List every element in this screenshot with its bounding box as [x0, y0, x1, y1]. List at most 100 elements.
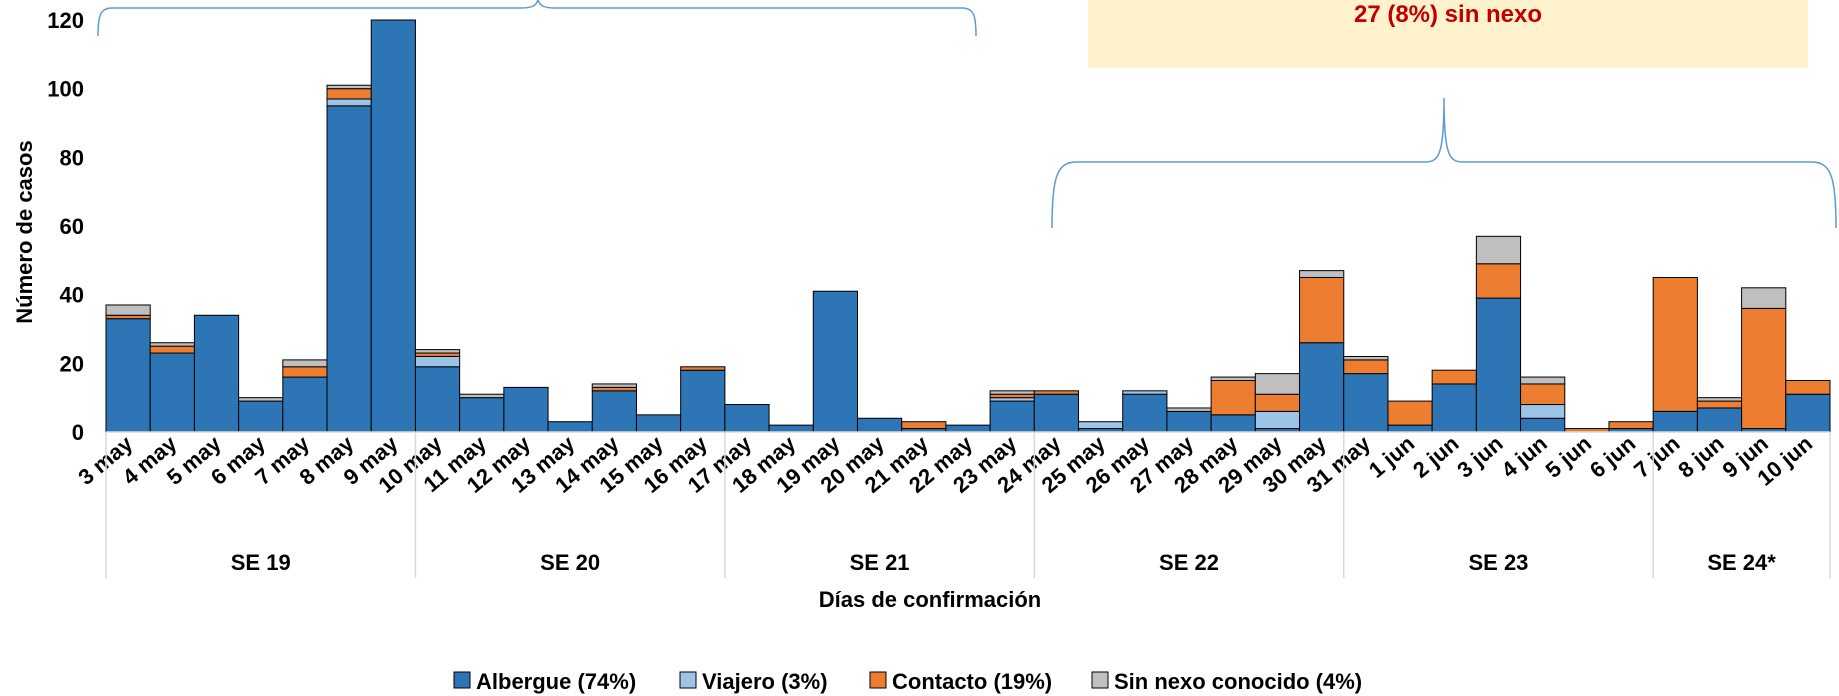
bar-segment	[326, 105, 372, 433]
bar-segment	[326, 88, 372, 100]
bar-segment	[1210, 380, 1256, 416]
legend-swatch	[679, 671, 697, 689]
bar-segment	[1254, 410, 1301, 430]
bar-segment	[1166, 410, 1212, 433]
bar-segment	[193, 314, 240, 433]
bar-segment	[901, 421, 947, 430]
bar-segment	[1696, 397, 1743, 402]
bar-segment	[989, 390, 1035, 395]
bar-segment	[1475, 263, 1522, 299]
bar-segment	[1078, 421, 1124, 430]
bar-segment	[459, 393, 505, 399]
bar-segment	[635, 414, 682, 433]
bar-segment	[1520, 376, 1566, 385]
bar-segment	[989, 393, 1035, 399]
bar-segment	[1254, 393, 1301, 412]
bar-segment	[282, 359, 328, 368]
y-tick-label: 0	[72, 420, 84, 445]
y-tick-label: 100	[47, 77, 84, 102]
left-brace	[97, 0, 977, 37]
bar-segment	[459, 397, 505, 433]
legend-label: Albergue (74%)	[476, 669, 636, 694]
legend-label: Viajero (3%)	[702, 669, 828, 694]
week-label: SE 20	[540, 550, 600, 575]
bar-segment	[1299, 270, 1345, 279]
bar-segment	[591, 383, 637, 388]
bar-segment	[282, 376, 328, 433]
bar-segment	[989, 400, 1035, 433]
bar-segment	[989, 397, 1035, 402]
bar-segment	[812, 290, 858, 433]
bar-segment	[1033, 393, 1080, 433]
annotation-background	[1088, 0, 1808, 68]
bar-segment	[326, 84, 372, 90]
legend: Albergue (74%) Viajero (3%) Contacto (19%)…	[453, 669, 1362, 694]
bar-segment	[1299, 342, 1345, 433]
bar-segment	[238, 397, 284, 402]
y-tick-label: 120	[47, 8, 84, 33]
bar-segment	[1520, 404, 1566, 419]
annotation-box: 27 (8%) sin nexo	[1088, 0, 1808, 68]
bar-segment	[1431, 383, 1477, 433]
bar-segment	[149, 345, 195, 354]
bar-segment	[1741, 307, 1787, 430]
bar-segment	[414, 349, 461, 354]
bar-segment	[680, 366, 726, 371]
legend-swatch	[1091, 671, 1109, 689]
week-label: SE 23	[1468, 550, 1528, 575]
legend-swatch	[869, 671, 887, 689]
bar-segment	[414, 352, 461, 357]
bar-segment	[1387, 424, 1433, 433]
week-label: SE 21	[850, 550, 910, 575]
bar-segment	[1652, 277, 1698, 412]
annotation-text: 27 (8%) sin nexo	[1354, 1, 1542, 28]
legend-swatch	[453, 671, 471, 689]
bars	[105, 19, 1831, 433]
bar-segment	[1431, 369, 1477, 385]
bar-segment	[1520, 383, 1566, 406]
week-label: SE 24*	[1707, 550, 1776, 575]
bar-segment	[1608, 421, 1654, 430]
bar-segment	[591, 386, 637, 392]
y-axis-label: Número de casos	[12, 140, 37, 323]
bar-segment	[105, 304, 151, 316]
x-tick-label: 3 jun	[1452, 431, 1507, 483]
x-tick-label: 4 jun	[1496, 431, 1551, 483]
bar-segment	[1696, 407, 1743, 433]
y-tick-label: 80	[60, 145, 84, 170]
bar-segment	[1785, 393, 1831, 433]
bar-segment	[680, 369, 726, 433]
bar-segment	[1122, 390, 1168, 395]
bar-segment	[1254, 373, 1301, 395]
legend-label: Sin nexo conocido (4%)	[1114, 669, 1362, 694]
y-tick-label: 60	[60, 214, 84, 239]
x-tick-label: 2 jun	[1408, 431, 1463, 483]
right-brace	[1051, 97, 1837, 229]
bar-segment	[370, 19, 416, 433]
week-label: SE 19	[231, 550, 291, 575]
x-tick-label: 6 jun	[1585, 431, 1640, 483]
week-label: SE 22	[1159, 550, 1219, 575]
bar-segment	[1210, 376, 1256, 382]
bar-segment	[282, 366, 328, 378]
bar-segment	[503, 386, 549, 433]
bar-segment	[591, 390, 637, 433]
bar-segment	[149, 342, 195, 347]
bar-segment	[1387, 400, 1433, 426]
bar-segment	[724, 404, 770, 433]
y-tick-label: 20	[60, 351, 84, 376]
bar-segment	[1696, 400, 1743, 409]
y-tick-label: 40	[60, 283, 84, 308]
bar-segment	[1343, 359, 1389, 375]
bar-segment	[1520, 417, 1566, 433]
bar-segment	[1475, 297, 1522, 433]
bar-segment	[1166, 407, 1212, 412]
bar-segment	[1475, 235, 1522, 265]
x-tick-label: 8 jun	[1673, 431, 1728, 483]
bar-segment	[768, 424, 814, 433]
bar-segment	[1122, 393, 1168, 433]
bar-segment	[1343, 355, 1389, 361]
x-tick-label: 1 jun	[1364, 431, 1419, 483]
bar-segment	[414, 355, 461, 368]
